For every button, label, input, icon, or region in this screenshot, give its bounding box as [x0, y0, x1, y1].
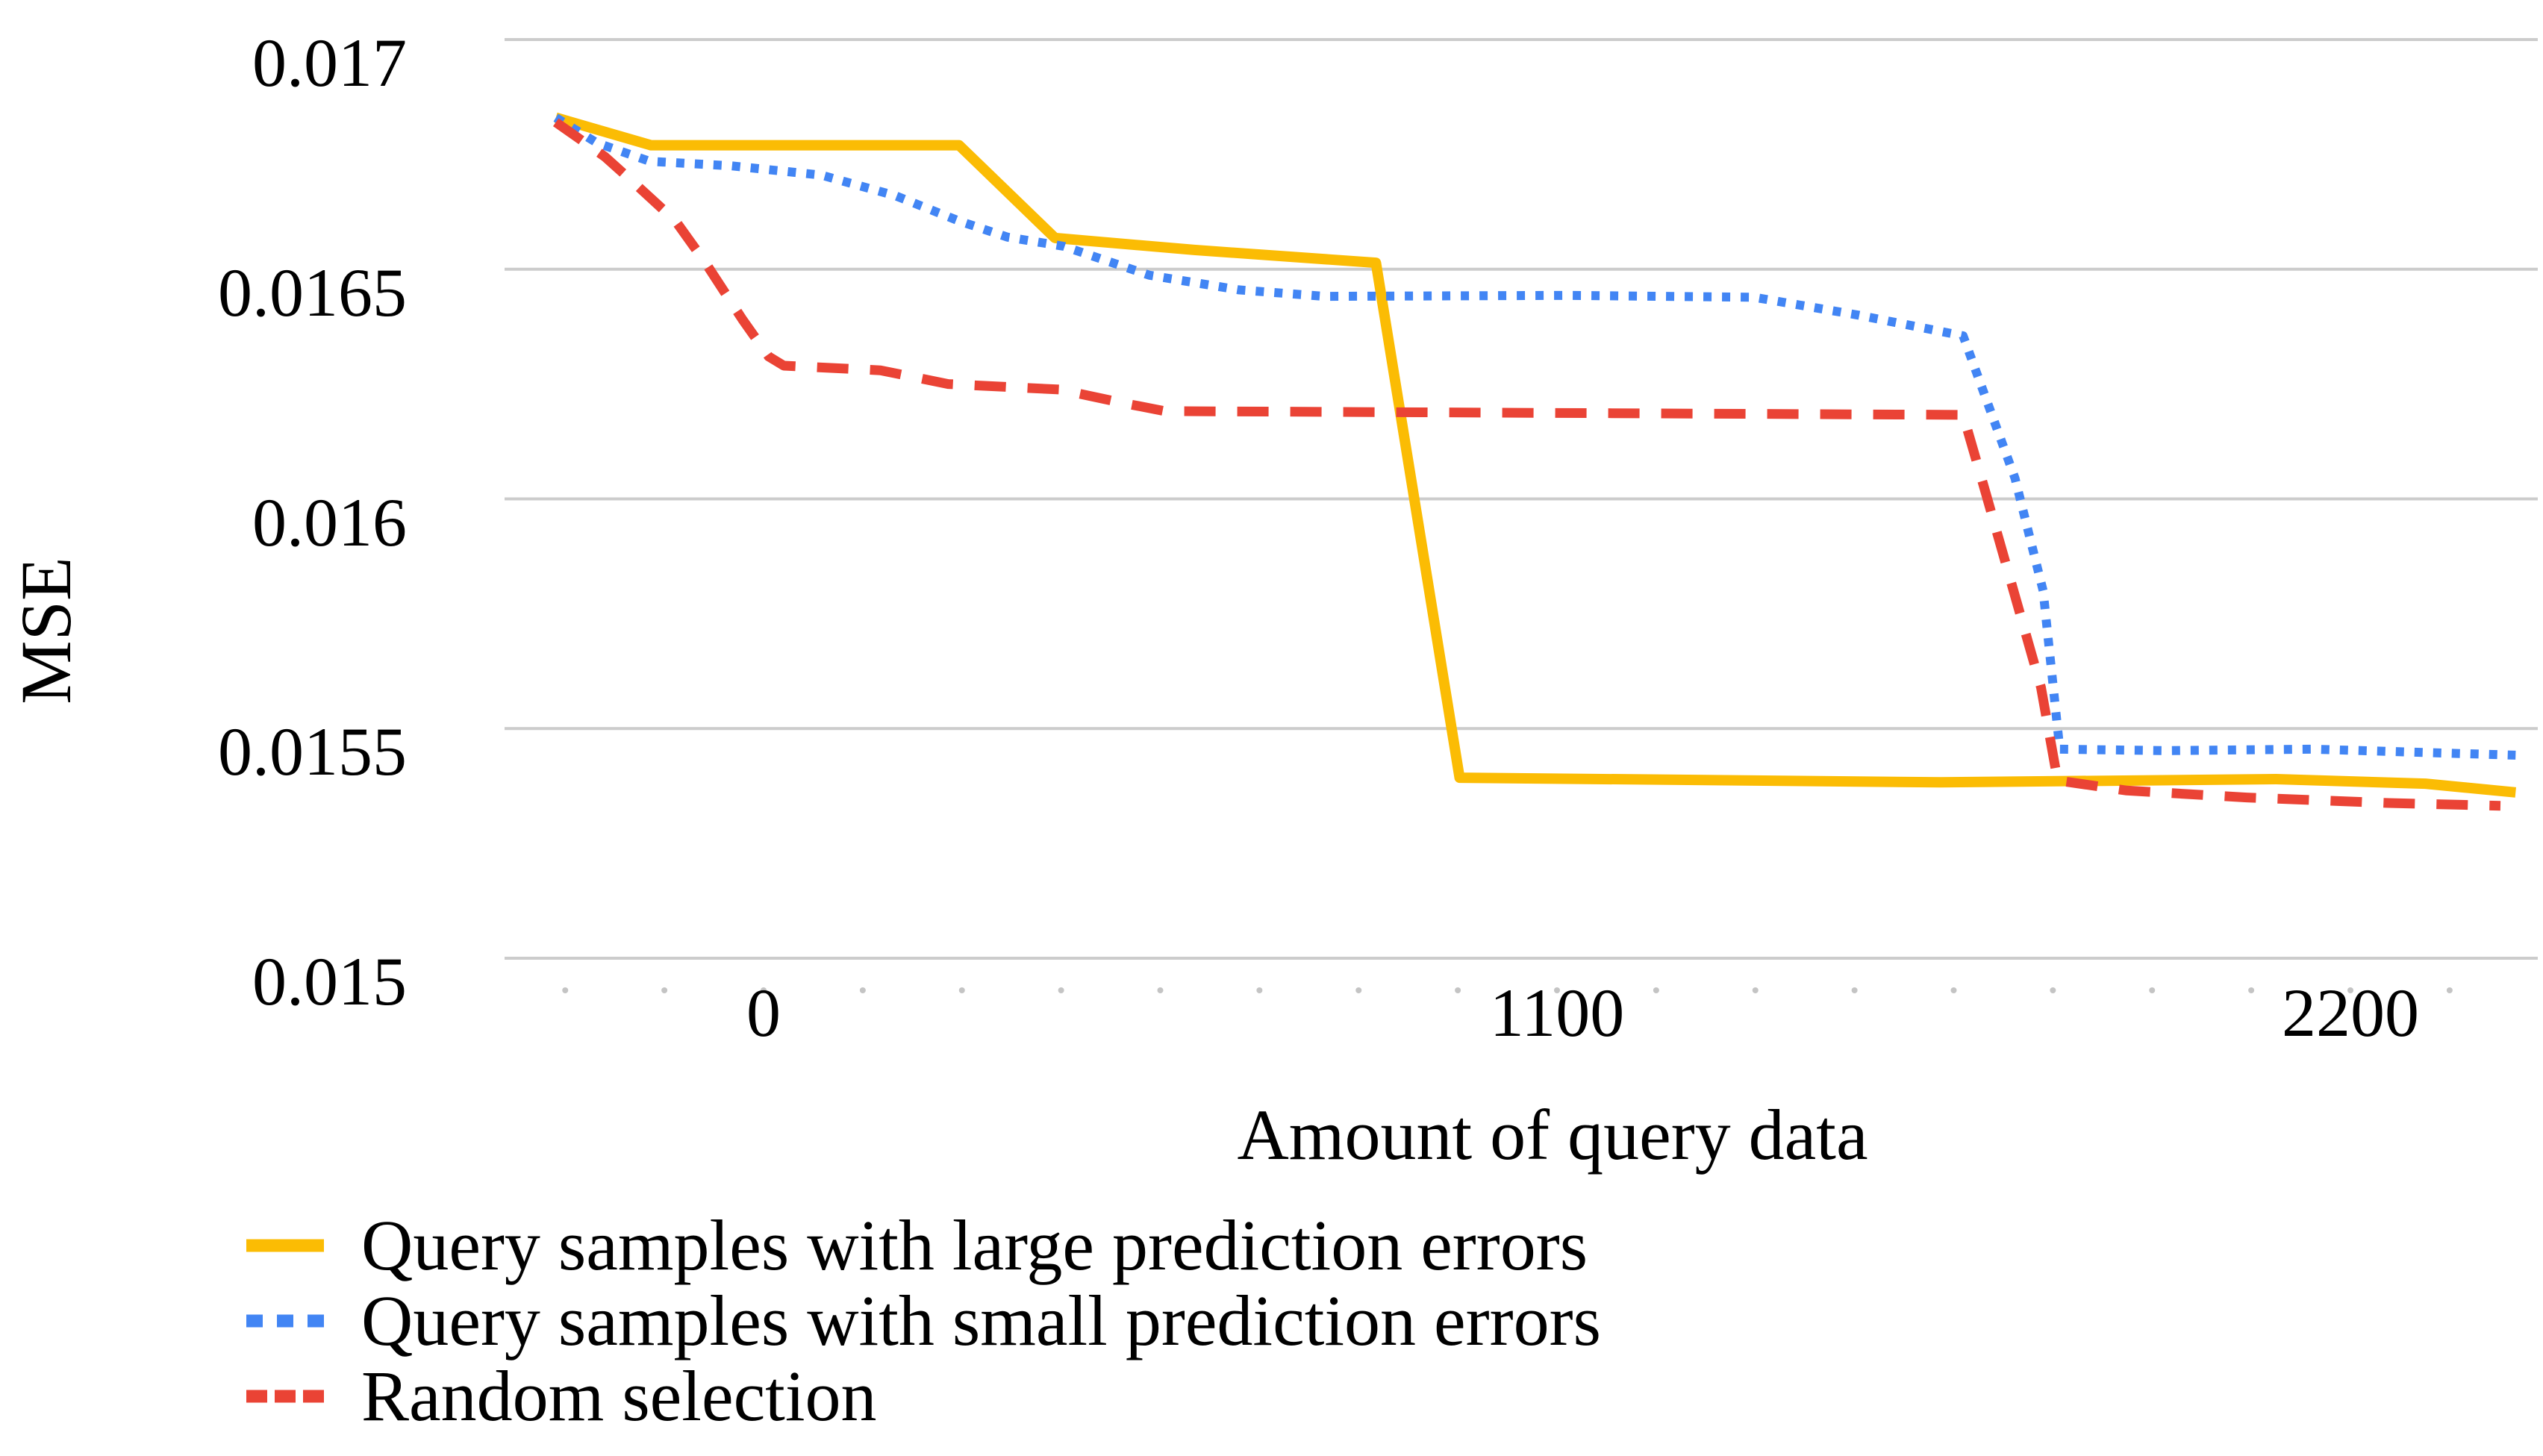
legend-item-small-errors: Query samples with small prediction erro…: [246, 1283, 1601, 1358]
y-axis-title: MSE: [6, 557, 86, 704]
x-minor-tick: [1256, 987, 1263, 993]
x-tick-label-0: 0: [746, 975, 781, 1051]
x-minor-tick: [761, 987, 767, 993]
y-tick-label-0017: 0.017: [252, 25, 407, 101]
x-minor-tick: [1653, 987, 1659, 993]
series-line-1: [553, 113, 2516, 760]
x-minor-tick: [1355, 987, 1362, 993]
legend-swatch-solid-line-icon: [246, 1239, 324, 1252]
legend-item-large-errors: Query samples with large prediction erro…: [246, 1207, 1601, 1283]
x-minor-tick: [2050, 987, 2056, 993]
x-minor-tick: [2347, 987, 2353, 993]
x-minor-tick: [1455, 987, 1461, 993]
legend-swatch-dashed-line-icon: [246, 1390, 324, 1402]
chart-plot-area: [505, 38, 2538, 993]
y-tick-label-0015: 0.015: [252, 943, 407, 1019]
x-minor-tick: [2446, 987, 2453, 993]
x-minor-tick: [859, 987, 866, 993]
x-minor-tick: [1554, 987, 1560, 993]
series-line-2: [552, 118, 2501, 811]
legend-item-random-selection: Random selection: [246, 1358, 1601, 1434]
x-tick-label-2200: 2200: [2282, 975, 2419, 1051]
x-minor-tick: [1950, 987, 1957, 993]
x-minor-tick: [562, 987, 569, 993]
series-line-0: [554, 112, 2516, 798]
x-minor-tick: [2149, 987, 2156, 993]
x-tick-label-1100: 1100: [1489, 975, 1625, 1051]
legend-label-random-selection: Random selection: [361, 1356, 877, 1436]
y-tick-label-0016: 0.016: [252, 484, 407, 560]
x-minor-tick: [2248, 987, 2255, 993]
legend-label-small-errors: Query samples with small prediction erro…: [361, 1281, 1601, 1360]
x-minor-tick: [1752, 987, 1759, 993]
y-tick-label-00155: 0.0155: [218, 713, 407, 790]
y-tick-label-00165: 0.0165: [218, 254, 407, 331]
x-minor-tick: [661, 987, 668, 993]
x-minor-tick: [958, 987, 965, 993]
x-minor-tick: [1157, 987, 1164, 993]
legend-swatch-dotted-line-icon: [246, 1314, 324, 1327]
x-axis-title: Amount of query data: [1237, 1095, 1868, 1175]
legend-label-large-errors: Query samples with large prediction erro…: [361, 1205, 1588, 1285]
x-minor-tick: [1058, 987, 1064, 993]
chart-legend: Query samples with large prediction erro…: [246, 1207, 1601, 1434]
x-minor-tick: [1851, 987, 1858, 993]
